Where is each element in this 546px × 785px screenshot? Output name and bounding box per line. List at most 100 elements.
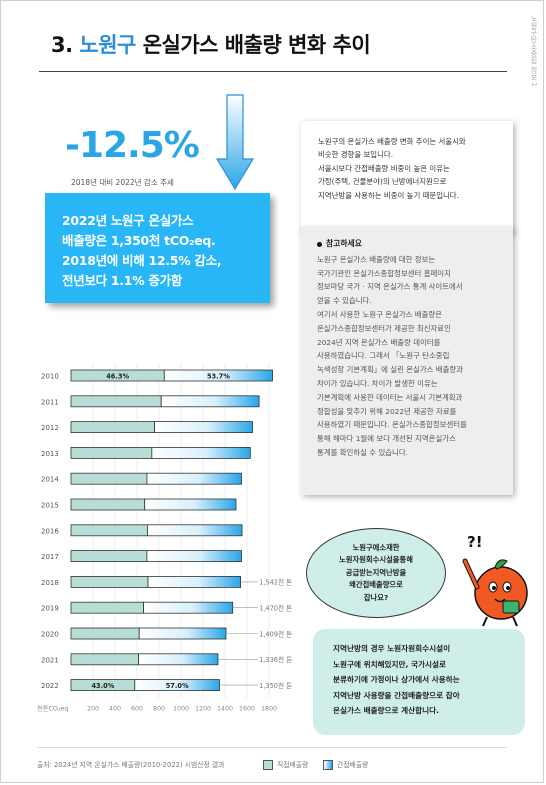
summary-line: 2022년 노원구 온실가스: [62, 213, 194, 228]
summary-line: 전년보다 1.1% 증가함: [62, 273, 182, 288]
title-highlight: 노원구: [79, 33, 136, 57]
bar-indirect: [147, 524, 243, 537]
share-label-indirect: 53.7%: [207, 372, 230, 380]
bullet-icon: [317, 241, 322, 247]
summary-line: 배출량은 1,350천 tCO₂eq.: [62, 233, 216, 248]
share-label-direct: 43.0%: [91, 682, 114, 690]
legend-indirect: 간접배출량: [323, 759, 368, 770]
category-label: 2022: [41, 682, 59, 690]
legend-direct-label: 직접배출량: [277, 761, 309, 769]
bar-indirect: [144, 498, 237, 511]
category-label: 2013: [41, 450, 59, 458]
x-tick-label: 400: [109, 706, 121, 713]
reference-title-text: 참고하세요: [326, 239, 362, 248]
category-label: 2012: [41, 424, 59, 432]
reference-line: 정보마당 국가 · 지역 온실가스 통계 사이트에서: [317, 282, 463, 292]
answer-box: 지역난방의 경우 노원자원회수시설이 노원구에 위치해있지만, 국가시설로 분류…: [313, 629, 525, 735]
bar-direct: [70, 498, 146, 511]
summary-box: 2022년 노원구 온실가스 배출량은 1,350천 tCO₂eq. 2018년…: [45, 193, 270, 303]
source-note: 출처: 2024년 지역 온실가스 배출량(2010-2022) 시범산정 결과: [37, 761, 225, 769]
legend-direct: 직접배출량: [263, 759, 308, 770]
question-line: 노원자원회수시설을통해: [339, 555, 413, 565]
category-label: 2016: [41, 527, 59, 535]
reference-line: 노원구 온실가스 배출량에 대한 정보는: [317, 254, 436, 264]
note-line: 서울시보다 간접배출량 비중이 높은 이유는: [318, 163, 450, 173]
x-tick-label: 1400: [217, 706, 233, 713]
total-label: 1,409천 톤: [259, 629, 292, 638]
answer-line: 지역난방 사용량을 간접배출량으로 잡아: [333, 690, 460, 700]
bar-direct: [70, 653, 140, 666]
total-label: 1,470천 톤: [259, 604, 292, 613]
category-label: 2018: [41, 579, 59, 587]
reference-line: 얻을 수 있습니다.: [317, 296, 372, 306]
note-line: 가정(주택, 건물분야)의 난방에너지원으로: [318, 177, 447, 187]
x-tick-label: 600: [131, 706, 143, 713]
reference-line: 여기서 사용한 노원구 온실가스 배출량은: [317, 309, 442, 319]
category-label: 2020: [41, 631, 59, 639]
category-label: 2015: [41, 502, 59, 510]
answer-line: 분류하기에 가정이나 상가에서 사용하는: [333, 675, 460, 684]
reference-line: 통계를 확인하실 수 있습니다.: [317, 447, 408, 457]
reference-line: 사용하였기 때문입니다. 온실가스종합정보센터를: [317, 420, 467, 430]
bar-indirect: [146, 550, 242, 562]
bar-direct: [70, 550, 148, 562]
bar-direct: [70, 524, 148, 537]
x-tick-label: 1200: [195, 706, 211, 713]
chart-labels: 200 400 600 800 1000 1200 1400 1600 1800 천톤CO₂eq 2…: [37, 372, 292, 712]
answer-line: 노원구에 위치해있지만, 국가시설로: [333, 659, 446, 669]
total-label: 1,542천 톤: [259, 578, 292, 587]
reference-line: 통해 해마다 1월에 보다 개선된 지역온실가스: [317, 434, 456, 444]
bar-direct: [70, 446, 153, 459]
x-tick-label: 1800: [261, 706, 277, 713]
reduction-percentage: -12.5%: [65, 125, 200, 166]
note-line: 지역난방을 사용하는 비중이 높기 때문입니다.: [318, 190, 459, 200]
bar-direct: [70, 421, 155, 434]
legend-swatch-direct: [263, 760, 273, 770]
summary-line: 2018년에 비해 12.5% 감소,: [62, 253, 222, 268]
x-tick-label: 1600: [239, 706, 255, 713]
reference-line: 사용하였습니다. 그래서 「노원구 탄소중립: [317, 351, 450, 361]
x-tick-label: 1000: [173, 706, 189, 713]
bar-direct: [70, 627, 140, 640]
mascot-character-icon: ?!: [462, 533, 528, 627]
chart-bars: [70, 369, 273, 691]
svg-text:?!: ?!: [467, 533, 483, 551]
reference-title: 참고하세요: [317, 237, 503, 251]
title-divider: [39, 71, 507, 72]
bar-indirect: [154, 421, 253, 434]
question-line: 왜간접배출량으로: [349, 580, 403, 590]
section-number: 3.: [51, 33, 73, 57]
note-line: 노원구의 온실가스 배출량 변화 추이는 서울시와: [318, 137, 466, 146]
side-label: 노원구탄소중립 정보 1: [530, 15, 538, 87]
footer-divider: [37, 747, 507, 748]
category-label: 2021: [41, 656, 59, 664]
legend-swatch-indirect: [323, 760, 333, 770]
question-line: 공급받는지역난방을: [345, 567, 407, 577]
category-label: 2011: [41, 398, 59, 406]
reference-line: 온실가스종합정보센터가 제공한 최신자료인: [317, 323, 451, 333]
bar-direct: [70, 395, 162, 408]
bar-direct: [70, 576, 149, 588]
reference-line: 정합성을 맞추기 위해 2022년 제공한 자료를: [317, 406, 457, 416]
answer-line: 지역난방의 경우 노원자원회수시설이: [333, 644, 451, 653]
down-arrow-icon: [215, 94, 255, 191]
answer-line: 온실가스 배출량으로 계산합니다.: [333, 706, 439, 715]
question-line: 잡나요?: [363, 592, 389, 602]
category-label: 2010: [41, 373, 59, 381]
total-label: 1,350천 톤: [259, 681, 292, 690]
reference-line: 국가기관인 온실가스종합정보센터 홈페이지: [317, 268, 451, 278]
bar-indirect: [146, 472, 242, 485]
bar-indirect: [143, 601, 234, 614]
bar-indirect: [138, 627, 227, 640]
explanation-card: 노원구의 온실가스 배출량 변화 추이는 서울시와 비슷한 경향을 보입니다. …: [301, 121, 513, 233]
page-title: 3. 노원구 온실가스 배출량 변화 추이: [51, 29, 371, 59]
share-label-direct: 46.3%: [106, 372, 129, 380]
note-line: 비슷한 경향을 보입니다.: [318, 150, 394, 160]
category-label: 2014: [41, 476, 59, 484]
bar-direct: [70, 472, 148, 485]
bar-indirect: [151, 446, 251, 459]
legend-indirect-label: 간접배출량: [337, 761, 369, 769]
reference-line: 기본계획에 사용한 데이터는 서울시 기본계획과: [317, 392, 463, 402]
x-tick-label: 800: [153, 706, 165, 713]
